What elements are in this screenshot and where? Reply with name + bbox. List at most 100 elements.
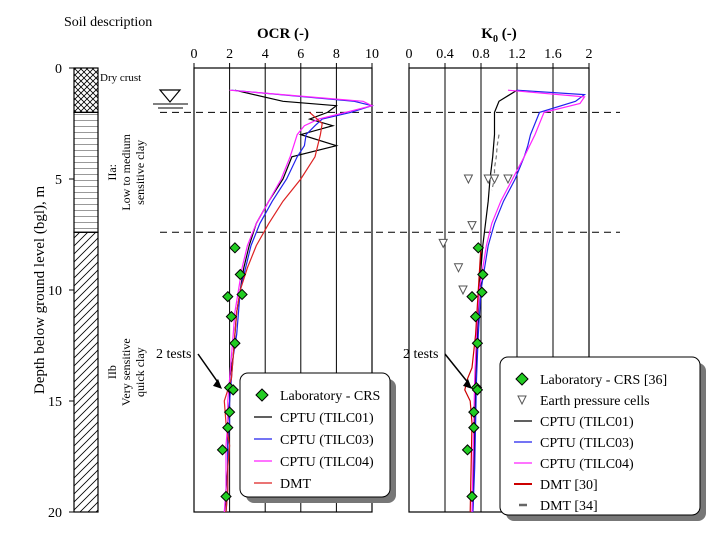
soil-layer-3 — [73, 231, 99, 513]
lab-crs-point — [220, 490, 232, 503]
earth-pressure-point — [463, 174, 474, 185]
x-tick-label: 2 — [586, 47, 593, 62]
lab-crs-point — [466, 490, 478, 503]
series-line-dmt-34- — [491, 134, 500, 191]
lab-crs-point — [468, 406, 480, 418]
panel-title: K0 (-) — [481, 26, 516, 45]
plot-frame — [193, 67, 373, 513]
earth-pressure-point — [438, 238, 449, 249]
series-line-cptu-tilc04- — [471, 89, 586, 513]
x-tick-label: 10 — [365, 47, 379, 62]
tests-arrow — [197, 353, 220, 385]
water-table-symbol — [153, 89, 188, 109]
layer-label-line: Low to medium — [119, 133, 133, 210]
plot-frame — [408, 67, 590, 513]
series-line-cptu-tilc03- — [225, 89, 375, 513]
lab-crs-point — [476, 286, 488, 298]
depth-axis-label: Depth below ground level (bgl), m — [32, 186, 48, 395]
tests-arrow-head — [213, 378, 222, 389]
legend-key — [255, 388, 269, 402]
tests-note: 2 tests — [156, 347, 191, 362]
earth-pressure-point — [489, 174, 500, 185]
ocr-legend: Laboratory - CRS CPTU (TILC01) CPTU (TILC0… — [239, 372, 396, 503]
earth-pressure-point — [503, 174, 513, 185]
earth-pressure-point — [467, 221, 477, 231]
lab-crs-point — [472, 242, 485, 254]
legend-entry: CPTU (TILC01) — [540, 415, 634, 430]
x-tick-label: 0 — [191, 47, 198, 62]
lab-crs-point — [477, 268, 489, 281]
layer-label-dry-crust: Dry crust — [100, 72, 141, 84]
earth-pressure-point — [483, 174, 494, 185]
tests-note: 2 tests — [403, 347, 438, 362]
lab-crs-point — [461, 444, 474, 456]
x-tick-label: 6 — [297, 47, 304, 62]
legend-entry: CPTU (TILC03) — [540, 436, 634, 451]
lab-crs-point — [236, 288, 248, 301]
x-tick-label: 1.2 — [508, 47, 526, 62]
tests-arrow — [444, 353, 470, 385]
lab-crs-point — [225, 310, 238, 323]
layer-label-line: IIb — [105, 365, 119, 379]
depth-tick-label: 10 — [48, 284, 62, 299]
layer-label-iia: IIa: Low to medium sensitive clay — [105, 133, 147, 210]
earth-pressure-point — [458, 285, 468, 296]
lab-crs-point — [234, 268, 246, 281]
legend-entry: Laboratory - CRS — [280, 389, 380, 404]
panel-title: OCR (-) — [257, 26, 309, 42]
legend-entry: DMT — [280, 477, 312, 492]
legend-entry: Earth pressure cells — [540, 394, 650, 409]
earth-pressure-point — [453, 263, 464, 273]
layer-boundaries — [160, 111, 620, 233]
soil-layer-1 — [73, 67, 99, 114]
soil-description-title: Soil description — [64, 15, 152, 30]
series-line-cptu-tilc01- — [472, 89, 518, 513]
lab-crs-point — [466, 290, 478, 303]
lab-crs-point — [227, 384, 239, 396]
lab-crs-point — [223, 406, 236, 418]
x-tick-label: 2 — [226, 47, 233, 62]
legend-entry: CPTU (TILC03) — [280, 433, 374, 448]
series-line-dmt — [223, 111, 323, 513]
lab-crs-point — [216, 444, 229, 456]
depth-tick-label: 0 — [55, 62, 62, 77]
lab-crs-point — [471, 337, 484, 349]
lab-crs-point — [468, 421, 480, 434]
depth-tick-label: 5 — [55, 173, 62, 188]
legend-key — [515, 372, 529, 386]
x-tick-label: 0.8 — [472, 47, 490, 62]
layer-label-line: IIa: — [105, 164, 119, 181]
x-tick-label: 0.4 — [436, 47, 454, 62]
legend-entry: CPTU (TILC01) — [280, 411, 374, 426]
depth-tick-label: 15 — [48, 395, 62, 410]
legend-entry: Laboratory - CRS [36] — [540, 373, 667, 388]
depth-tick-label: 20 — [48, 506, 62, 521]
lab-crs-point — [222, 290, 234, 303]
legend-box — [499, 356, 701, 516]
k0-panel: 0 0.4 0.8 1.2 1.6 2 K0 (-) 2 tests — [403, 26, 593, 513]
k0-legend: Laboratory - CRS [36] Earth pressure cell… — [499, 356, 706, 521]
lab-crs-point — [471, 384, 484, 396]
lab-crs-point — [229, 337, 241, 349]
layer-label-line: quick clay — [133, 347, 147, 397]
layer-label-iib: IIb Very sensitive quick clay — [105, 338, 147, 406]
legend-key — [517, 395, 527, 406]
soil-column: Dry crust IIa: Low to medium sensitive clay… — [69, 67, 147, 513]
layer-label-line: sensitive clay — [133, 140, 147, 205]
legend-entry: DMT [30] — [540, 478, 598, 493]
legend-entry: DMT [34] — [540, 499, 598, 514]
x-tick-label: 0 — [406, 47, 413, 62]
soil-layer-2 — [73, 111, 99, 233]
tests-arrow-head — [463, 378, 472, 389]
legend-entry: CPTU (TILC04) — [540, 457, 634, 472]
lab-crs-point — [469, 310, 482, 323]
layer-label-line: Very sensitive — [119, 338, 133, 406]
x-tick-label: 4 — [262, 47, 269, 62]
lab-crs-point — [229, 242, 241, 254]
legend-box — [239, 372, 391, 498]
legend-entry: CPTU (TILC04) — [280, 455, 374, 470]
x-tick-label: 1.6 — [544, 47, 562, 62]
x-tick-label: 8 — [333, 47, 340, 62]
lab-crs-point — [222, 421, 234, 434]
